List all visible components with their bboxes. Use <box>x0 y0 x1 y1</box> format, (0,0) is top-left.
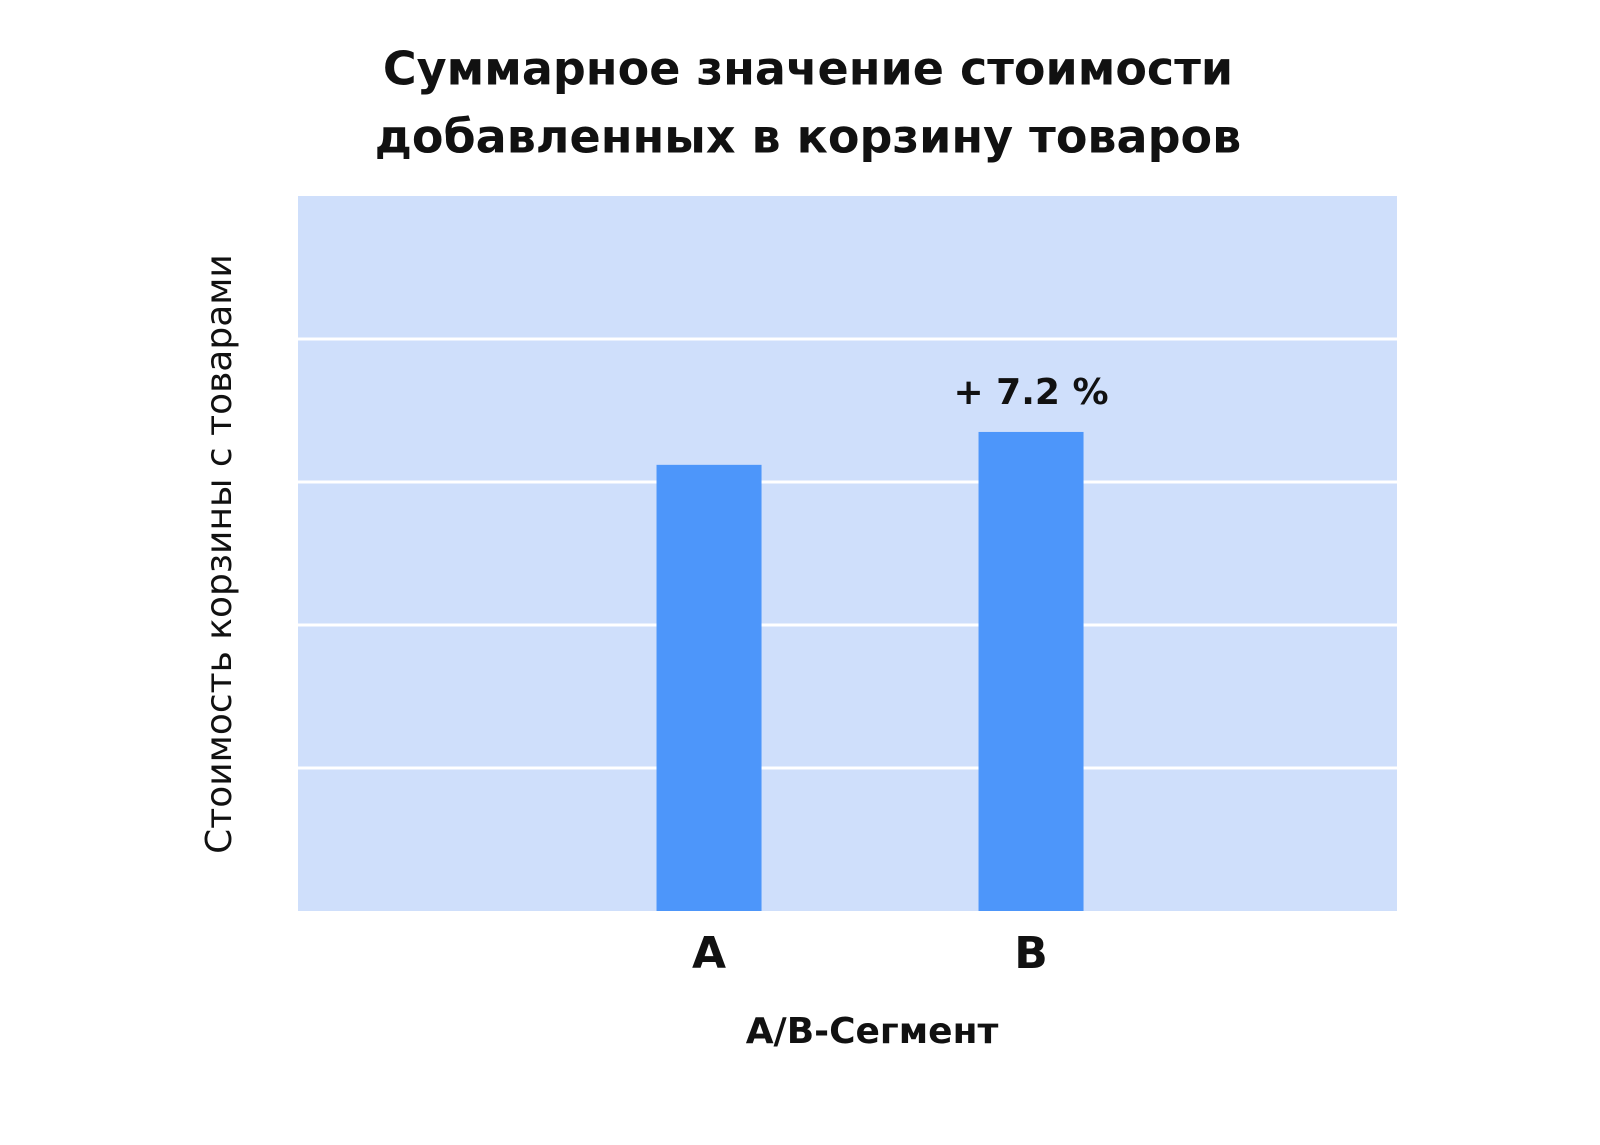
chart-title: Суммарное значение стоимости <box>383 42 1233 96</box>
bar <box>656 464 762 911</box>
annotation: + 7.2 % <box>953 372 1108 413</box>
x-axis-label: A/B-Сегмент <box>746 1011 999 1052</box>
bar <box>978 431 1084 911</box>
y-axis-label: Стоимость корзины с товарами <box>199 254 240 854</box>
chart-title: добавленных в корзину товаров <box>375 110 1241 164</box>
x-tick-label: B <box>1014 928 1048 979</box>
plot-background <box>298 196 1397 911</box>
x-tick-label: A <box>692 928 726 979</box>
